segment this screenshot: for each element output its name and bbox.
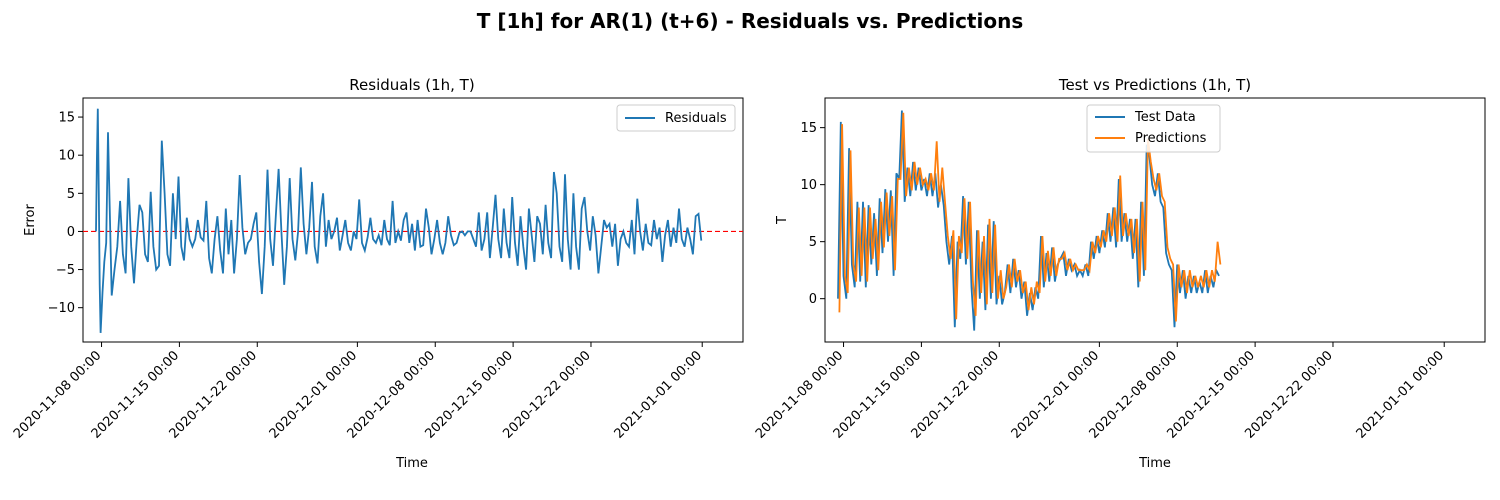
figure-title: T [1h] for AR(1) (t+6) - Residuals vs. P… <box>477 9 1023 33</box>
x-tick-label: 2021-01-01 00:00 <box>1354 348 1447 441</box>
y-tick-label: 5 <box>67 187 75 202</box>
predictions-legend: Test Data Predictions <box>1086 104 1221 153</box>
y-tick-label: 10 <box>800 178 817 193</box>
predictions-y-axis-label: T <box>775 216 790 225</box>
y-tick-label: 10 <box>58 149 75 164</box>
residuals-x-axis-label: Time <box>395 456 428 471</box>
predictions-x-axis-label: Time <box>1138 456 1171 471</box>
x-tick-label: 2020-12-15 00:00 <box>422 348 515 441</box>
residuals-y-axis: −10 −5 0 5 10 15 <box>48 111 83 316</box>
x-tick-label: 2020-12-08 00:00 <box>1087 348 1180 441</box>
x-tick-label: 2020-12-01 00:00 <box>1009 348 1102 441</box>
x-tick-label: 2020-12-15 00:00 <box>1164 348 1257 441</box>
predictions-chart-title: Test vs Predictions (1h, T) <box>1058 76 1251 94</box>
predictions-y-axis: 0 5 10 15 <box>800 121 825 307</box>
y-tick-label: 15 <box>58 111 75 126</box>
residuals-chart: Residuals (1h, T) −10 −5 0 5 10 15 2020-11-08… <box>11 76 744 471</box>
x-tick-label: 2020-11-08 00:00 <box>753 348 846 441</box>
x-tick-label: 2020-11-22 00:00 <box>167 348 260 441</box>
residuals-legend-box <box>616 104 736 132</box>
legend-label-predictions: Predictions <box>1135 131 1207 146</box>
x-tick-label: 2020-12-22 00:00 <box>1242 348 1335 441</box>
residuals-chart-title: Residuals (1h, T) <box>349 76 474 94</box>
legend-label-residuals: Residuals <box>665 111 727 126</box>
y-tick-label: 0 <box>809 292 817 307</box>
x-tick-label: 2021-01-01 00:00 <box>612 348 705 441</box>
y-tick-label: −10 <box>48 301 75 316</box>
y-tick-label: 15 <box>800 121 817 136</box>
residuals-series-line <box>95 108 703 333</box>
legend-label-test-data: Test Data <box>1134 110 1196 125</box>
y-tick-label: 0 <box>67 225 75 240</box>
predictions-series-line <box>838 112 1222 322</box>
x-tick-label: 2020-11-08 00:00 <box>11 348 104 441</box>
predictions-plot-area <box>824 97 1486 343</box>
x-tick-label: 2020-11-15 00:00 <box>831 348 924 441</box>
x-tick-label: 2020-11-22 00:00 <box>909 348 1002 441</box>
residuals-y-axis-label: Error <box>23 204 38 236</box>
x-tick-label: 2020-12-22 00:00 <box>500 348 593 441</box>
residuals-plot-area <box>82 97 744 343</box>
x-tick-label: 2020-12-01 00:00 <box>267 348 360 441</box>
predictions-chart: Test vs Predictions (1h, T) 0 5 10 15 2020-… <box>753 76 1486 471</box>
residuals-legend: Residuals <box>616 104 736 132</box>
y-tick-label: −5 <box>56 263 75 278</box>
x-tick-label: 2020-11-15 00:00 <box>89 348 182 441</box>
x-tick-label: 2020-12-08 00:00 <box>345 348 438 441</box>
y-tick-label: 5 <box>809 235 817 250</box>
